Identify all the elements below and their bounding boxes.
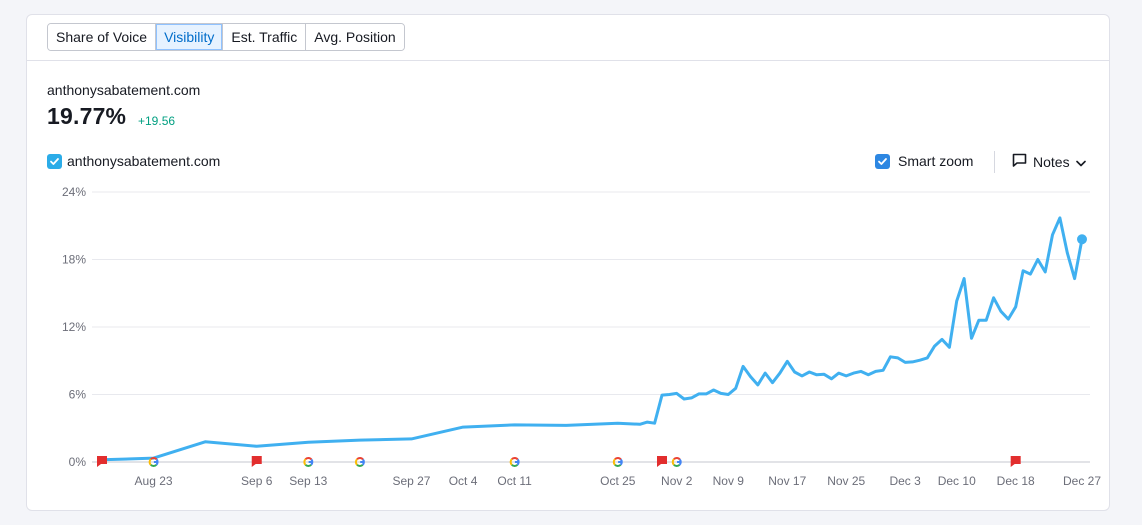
x-tick-label: Sep 13 — [289, 474, 327, 488]
summary-value: 19.77% — [47, 103, 127, 129]
series-last-point — [1077, 234, 1087, 245]
x-tick-label: Dec 10 — [938, 474, 976, 488]
x-tick-label: Nov 9 — [713, 474, 745, 488]
x-tick-label: Dec 18 — [997, 474, 1035, 488]
metric-tabs: Share of Voice Visibility Est. Traffic A… — [47, 23, 405, 51]
y-tick-label: 12% — [62, 320, 86, 334]
google-update-icon — [148, 457, 159, 467]
x-tick-label: Oct 11 — [497, 474, 532, 488]
tab-share-of-voice[interactable]: Share of Voice — [48, 24, 157, 50]
summary-change: +19.56 — [138, 114, 176, 128]
y-tick-label: 18% — [62, 253, 86, 267]
visibility-card: Share of Voice Visibility Est. Traffic A… — [26, 14, 1110, 511]
metric-tab-bar: Share of Voice Visibility Est. Traffic A… — [27, 15, 1109, 61]
notes-label: Notes — [1033, 153, 1070, 170]
x-tick-label: Nov 17 — [768, 474, 806, 488]
google-update-icon — [509, 457, 520, 467]
x-tick-label: Dec 27 — [1063, 474, 1101, 488]
y-tick-label: 24% — [62, 185, 86, 199]
x-tick-label: Nov 25 — [827, 474, 865, 488]
series-checkbox-icon[interactable] — [47, 153, 62, 169]
series-line — [100, 216, 1084, 462]
tab-avg-position[interactable]: Avg. Position — [306, 24, 404, 50]
note-bubble-icon — [1012, 153, 1027, 170]
x-tick-label: Sep 27 — [392, 474, 430, 488]
controls-divider — [994, 151, 995, 173]
y-tick-label: 6% — [69, 388, 87, 402]
note-flag-icon — [251, 456, 262, 467]
x-tick-label: Dec 3 — [889, 474, 921, 488]
google-update-icon — [354, 457, 365, 467]
smart-zoom-checkbox-icon[interactable] — [875, 153, 890, 169]
x-tick-label: Nov 2 — [661, 474, 693, 488]
smart-zoom-label: Smart zoom — [898, 153, 974, 169]
x-tick-label: Aug 23 — [135, 474, 173, 488]
google-update-icon — [671, 457, 682, 467]
y-tick-label: 0% — [69, 455, 87, 469]
x-tick-label: Oct 4 — [449, 474, 478, 488]
summary-domain: anthonysabatement.com — [47, 82, 201, 98]
tab-visibility[interactable]: Visibility — [156, 24, 224, 50]
x-tick-label: Oct 25 — [600, 474, 636, 488]
series-legend-label: anthonysabatement.com — [67, 153, 221, 169]
chevron-down-icon — [1075, 154, 1086, 170]
x-tick-label: Sep 6 — [241, 474, 273, 488]
note-flag-icon — [657, 456, 667, 467]
note-flag-icon — [97, 456, 107, 467]
tab-est-traffic[interactable]: Est. Traffic — [223, 24, 307, 50]
google-update-icon — [303, 457, 314, 467]
google-update-icon — [612, 457, 623, 467]
smart-zoom-toggle[interactable]: Smart zoom — [875, 153, 973, 169]
notes-dropdown[interactable]: Notes — [1012, 153, 1086, 170]
series-legend[interactable]: anthonysabatement.com — [47, 153, 220, 169]
note-flag-icon — [1010, 456, 1021, 467]
